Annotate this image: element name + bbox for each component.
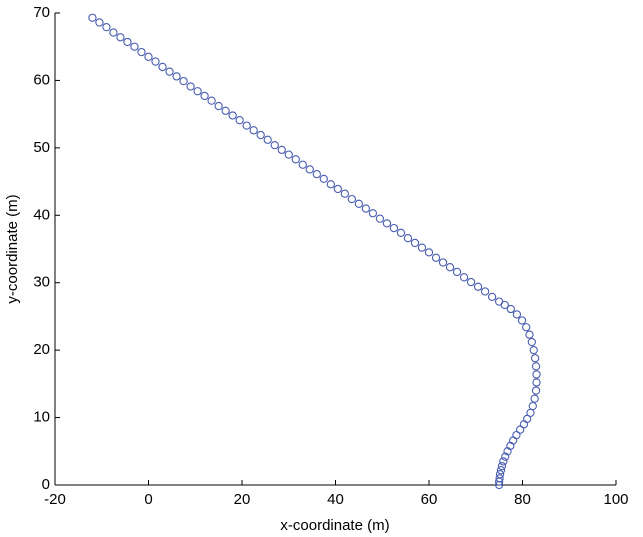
y-tick-label: 10: [33, 409, 50, 426]
point: [403, 234, 413, 243]
point: [530, 394, 539, 403]
point: [165, 67, 174, 76]
point: [221, 106, 230, 115]
point: [480, 287, 490, 296]
point: [137, 47, 146, 57]
point: [228, 111, 237, 120]
y-tick-label: 30: [33, 274, 50, 291]
point: [123, 37, 132, 47]
point: [497, 461, 507, 471]
point: [200, 91, 209, 101]
point: [95, 18, 104, 27]
point: [495, 474, 504, 483]
point: [256, 130, 265, 140]
point: [530, 354, 540, 363]
point: [151, 57, 160, 66]
y-axis-label: y-coordinate (m): [4, 194, 21, 303]
point: [499, 457, 508, 466]
x-tick-label: 20: [234, 491, 251, 508]
point: [270, 141, 279, 150]
point: [186, 82, 195, 91]
point: [529, 345, 538, 355]
point: [326, 180, 335, 189]
point: [452, 267, 462, 277]
y-tick-label: 60: [33, 71, 50, 88]
x-tick-label: 100: [603, 491, 628, 508]
point: [207, 96, 216, 105]
point: [144, 52, 153, 61]
point: [193, 87, 202, 96]
point: [459, 273, 469, 282]
y-tick-label: 20: [33, 341, 50, 358]
point: [519, 420, 529, 429]
point: [305, 165, 314, 174]
point: [396, 228, 406, 237]
point: [531, 386, 541, 395]
y-tick-label: 0: [42, 476, 50, 493]
point: [487, 292, 497, 302]
x-tick-label: 0: [144, 491, 152, 508]
x-tick-label: -20: [44, 491, 66, 508]
point: [528, 401, 537, 411]
point: [532, 378, 541, 387]
point: [298, 160, 307, 169]
point: [109, 28, 118, 37]
x-axis-label: x-coordinate (m): [280, 517, 389, 534]
point: [368, 209, 378, 218]
point: [445, 263, 455, 272]
point: [214, 101, 223, 111]
point: [319, 174, 328, 184]
point: [466, 277, 476, 287]
point: [526, 408, 535, 418]
point: [88, 13, 97, 22]
point: [382, 219, 392, 228]
point: [116, 33, 125, 42]
y-tick-label: 40: [33, 206, 50, 223]
point: [158, 62, 167, 72]
point: [517, 316, 527, 325]
point: [312, 170, 321, 179]
point: [235, 116, 244, 125]
point: [431, 253, 441, 262]
point: [291, 155, 300, 164]
point: [172, 72, 181, 81]
x-tick-label: 80: [514, 491, 531, 508]
point: [354, 199, 364, 208]
x-tick-label: 60: [421, 491, 438, 508]
point: [242, 121, 251, 130]
point: [410, 238, 420, 248]
y-tick-label: 50: [33, 139, 50, 156]
point: [347, 194, 357, 204]
point: [263, 135, 272, 144]
point: [512, 310, 522, 319]
point: [284, 150, 293, 159]
point: [130, 42, 139, 51]
point: [532, 370, 541, 379]
y-tick-label: 70: [33, 4, 50, 21]
point: [501, 452, 510, 461]
point: [506, 304, 515, 314]
point: [522, 323, 531, 332]
point: [375, 214, 385, 223]
point: [494, 297, 504, 306]
point: [525, 330, 534, 339]
point: [424, 248, 434, 257]
point: [531, 362, 541, 371]
point: [495, 470, 505, 479]
point: [340, 189, 349, 198]
x-tick-label: 40: [327, 491, 344, 508]
point: [417, 243, 427, 252]
point: [438, 258, 448, 267]
point: [277, 145, 286, 155]
point: [496, 466, 506, 475]
point: [333, 184, 342, 194]
point: [389, 223, 399, 233]
point: [249, 126, 258, 135]
point: [179, 76, 188, 86]
point: [527, 337, 536, 347]
point: [361, 204, 371, 213]
point: [473, 282, 483, 291]
point: [102, 23, 111, 32]
